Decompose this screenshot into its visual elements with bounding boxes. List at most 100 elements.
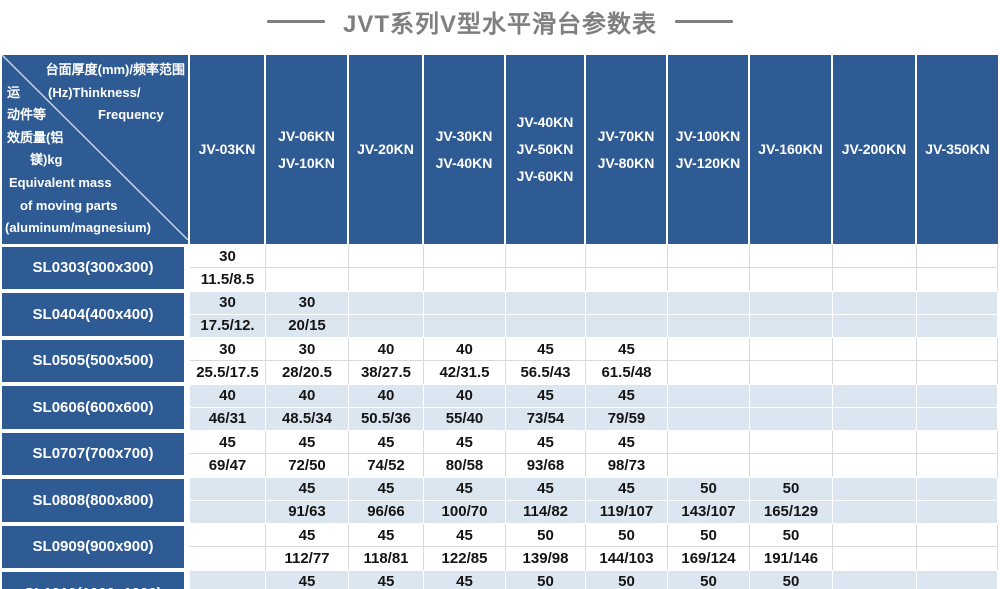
data-cell: [917, 570, 998, 589]
data-cell: [668, 291, 750, 337]
thickness-value: [750, 292, 832, 315]
thickness-value: [750, 431, 832, 455]
data-cell: 45 98/73: [586, 431, 668, 477]
frequency-value: 191/146: [763, 549, 819, 567]
corner-text: Equivalent mass: [9, 174, 112, 190]
thickness-value: [190, 478, 265, 501]
thickness-value: 50: [750, 524, 832, 548]
data-cell: [190, 477, 266, 523]
frequency-value: 20/15: [288, 317, 326, 335]
data-cell: 40 46/31: [190, 384, 266, 430]
corner-text: 效质量(铝: [7, 129, 64, 145]
column-header-label: JV-06KN: [278, 127, 335, 144]
frequency-value: 96/66: [367, 503, 405, 521]
thickness-value: 30: [190, 338, 265, 362]
data-cell: 45 74/52: [349, 431, 424, 477]
thickness-value: [668, 338, 749, 362]
data-cell: 45 80/58: [424, 431, 506, 477]
corner-line: 镁)kg: [2, 149, 188, 172]
frequency-value: [917, 547, 997, 569]
corner-text: 运: [7, 84, 21, 100]
frequency-value: [668, 268, 749, 290]
table-row: SL0505(500x500) 30 25.5/17.5 30 28/20.5 40 38/…: [2, 337, 998, 384]
thickness-value: 45: [586, 385, 667, 408]
data-cell: 45 96/66: [349, 477, 424, 523]
column-header-label: JV-70KN: [597, 127, 655, 144]
data-cell: 50 143/107: [668, 477, 750, 523]
corner-text: (aluminum/magnesium): [5, 220, 151, 236]
data-cell: [586, 291, 668, 337]
data-cell: [424, 245, 506, 291]
frequency-value: 72/50: [288, 456, 326, 474]
data-cell: [668, 384, 750, 430]
frequency-value: [833, 315, 916, 337]
thickness-value: [917, 385, 997, 408]
column-header: JV-200KN: [833, 55, 917, 244]
frequency-value: 114/82: [522, 503, 569, 521]
thickness-value: [266, 245, 348, 269]
frequency-value: [586, 268, 667, 290]
corner-line: 台面厚度(mm)/频率范围: [2, 59, 188, 82]
thickness-value: 50: [586, 524, 667, 548]
data-cell: [750, 338, 833, 384]
thickness-value: 45: [506, 431, 585, 455]
row-label: SL0909(900x900): [2, 525, 184, 568]
data-cell: [917, 524, 998, 570]
thickness-value: [668, 431, 749, 455]
data-cell: [917, 384, 998, 430]
thickness-value: 45: [586, 338, 667, 362]
column-header: JV-100KN JV-120KN: [668, 55, 750, 244]
column-header: JV-40KN JV-50KN JV-60KN: [506, 55, 586, 244]
data-cell: 45 100/70: [424, 477, 506, 523]
column-header-label: JV-200KN: [841, 141, 907, 157]
column-header-label: JV-160KN: [758, 141, 823, 157]
column-header-label: JV-30KN: [435, 127, 493, 144]
frequency-value: [266, 268, 348, 290]
data-cell: 30 20/15: [266, 291, 349, 337]
thickness-value: 45: [266, 524, 348, 548]
data-cell: [750, 245, 833, 291]
thickness-value: 45: [506, 478, 585, 501]
frequency-value: [668, 315, 749, 337]
column-header-label: JV-60KN: [516, 168, 574, 184]
column-header-label: JV-350KN: [925, 141, 990, 157]
row-label: SL0606(600x600): [2, 386, 184, 429]
corner-text: 台面厚度(mm)/频率范围: [45, 62, 185, 77]
column-header: JV-06KN JV-10KN: [266, 55, 349, 244]
column-header-label: JV-10KN: [278, 154, 335, 171]
data-cell: [917, 338, 998, 384]
data-cell: 40 48.5/34: [266, 384, 349, 430]
row-label: SL0707(700x700): [2, 432, 184, 475]
data-cell: [833, 245, 917, 291]
thickness-value: [917, 245, 997, 269]
frequency-value: [586, 315, 667, 337]
thickness-value: [917, 571, 997, 589]
thickness-value: 50: [668, 478, 749, 501]
data-cell: 45 122/85: [424, 524, 506, 570]
data-cell: [506, 291, 586, 337]
data-cell: 45 118/81: [349, 524, 424, 570]
thickness-value: [833, 338, 916, 362]
parameter-table: 台面厚度(mm)/频率范围 运 (Hz)Thinkness/ 动件等 Frequen…: [2, 55, 998, 589]
frequency-value: [917, 315, 997, 337]
thickness-value: [833, 245, 916, 269]
corner-text: 动件等: [7, 107, 47, 123]
data-cell: 45 91/63: [266, 477, 349, 523]
thickness-value: [833, 431, 916, 455]
data-cell: 40 55/40: [424, 384, 506, 430]
data-cell: 45 79/59: [586, 384, 668, 430]
data-cell: 30 28/20.5: [266, 338, 349, 384]
column-header-label: JV-03KN: [198, 141, 256, 157]
frequency-value: 69/47: [208, 456, 247, 474]
thickness-value: [668, 385, 749, 408]
frequency-value: 139/98: [522, 549, 569, 567]
frequency-value: [668, 361, 749, 383]
data-cell: [424, 291, 506, 337]
data-cell: [266, 245, 349, 291]
frequency-value: [833, 408, 916, 430]
data-cell: [833, 338, 917, 384]
frequency-value: 100/70: [441, 503, 488, 521]
column-header-label: JV-40KN: [516, 114, 574, 130]
